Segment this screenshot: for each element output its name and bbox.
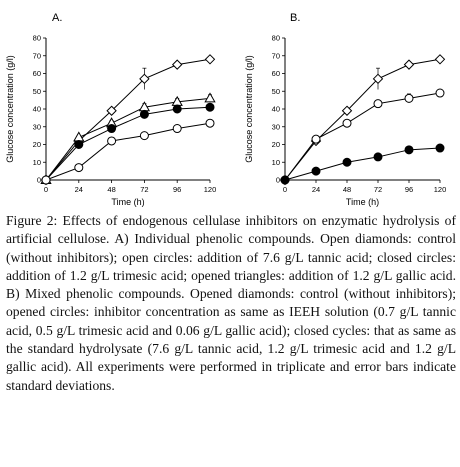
x-tick-label: 72: [140, 185, 148, 194]
data-point-open-diamond: [139, 73, 150, 85]
y-tick-label: 80: [272, 34, 280, 43]
y-tick-label: 30: [33, 122, 41, 131]
data-point-closed-circle: [74, 140, 84, 149]
x-tick-label: 72: [374, 185, 382, 194]
data-point-closed-circle: [311, 166, 321, 176]
series-line-open-circle: [284, 92, 441, 181]
x-tick-label: 96: [173, 185, 181, 194]
series-line-closed-circle: [45, 106, 211, 181]
data-point-open-diamond: [204, 54, 216, 65]
data-point-open-triangle: [204, 92, 216, 103]
series-line-open-triangle: [45, 97, 211, 181]
data-point-closed-circle: [342, 157, 352, 167]
y-tick-label: 0: [276, 176, 280, 185]
y-tick-label: 50: [33, 87, 41, 96]
x-tick-label: 48: [107, 185, 115, 194]
x-tick-label: 120: [204, 185, 217, 194]
y-axis-title: Glucose concentration (g/l): [244, 55, 254, 163]
data-point-open-circle: [107, 136, 117, 146]
data-point-open-diamond: [403, 59, 415, 70]
data-point-open-circle: [41, 175, 51, 185]
panel-b: B. 0 10 20 30 40 50 60 70 80 0 24 48 72 96 120 Time (h) G…: [244, 12, 446, 207]
series-line-open-circle: [45, 122, 211, 181]
y-tick-label: 30: [272, 122, 280, 131]
data-point-closed-circle: [280, 175, 290, 185]
data-point-closed-circle: [172, 104, 182, 114]
y-tick-label: 0: [37, 176, 41, 185]
y-tick-label: 60: [33, 69, 41, 78]
caption-label: Figure 2:: [6, 213, 58, 228]
y-axis-title: Glucose concentration (g/l): [5, 55, 15, 163]
y-tick-label: 70: [272, 51, 280, 60]
data-point-open-circle: [404, 93, 414, 103]
y-tick-label: 40: [33, 105, 41, 114]
data-point-open-triangle: [73, 131, 85, 142]
data-point-open-diamond: [341, 105, 353, 116]
x-axis-title: Time (h): [111, 197, 144, 207]
y-tick-label: 70: [33, 51, 41, 60]
data-point-open-diamond: [171, 59, 183, 70]
series-line-open-diamond: [45, 58, 211, 181]
panel-label: B.: [290, 12, 300, 24]
data-point-closed-circle: [404, 145, 414, 155]
data-point-closed-circle: [139, 109, 149, 119]
data-point-open-circle: [435, 88, 445, 98]
y-tick-label: 40: [272, 105, 280, 114]
data-point-closed-circle: [205, 102, 215, 112]
y-tick-label: 80: [33, 34, 41, 43]
y-tick-label: 20: [272, 140, 280, 149]
y-tick-label: 10: [272, 158, 280, 167]
x-tick-label: 48: [343, 185, 351, 194]
y-tick-label: 50: [272, 87, 280, 96]
x-tick-label: 0: [44, 185, 48, 194]
x-tick-label: 24: [75, 185, 83, 194]
figure-chart: A. 0 10 20 30 40 50 60 70 80 0 24 48 72 96 120 Time (h) G…: [5, 12, 446, 207]
data-point-closed-circle: [435, 143, 445, 153]
x-tick-label: 0: [283, 185, 287, 194]
data-point-open-circle: [311, 134, 321, 144]
data-point-open-circle: [205, 118, 215, 128]
caption-text: Effects of endogenous cellulase inhibito…: [6, 213, 456, 393]
data-point-open-diamond: [106, 105, 117, 116]
y-tick-label: 10: [33, 158, 41, 167]
x-axis-title: Time (h): [346, 197, 379, 207]
data-point-open-diamond: [434, 54, 446, 65]
data-point-open-circle: [74, 163, 84, 173]
data-point-open-circle: [342, 118, 352, 128]
y-tick-label: 20: [33, 140, 41, 149]
figure-caption: Figure 2: Effects of endogenous cellulas…: [6, 212, 456, 395]
data-point-open-diamond: [372, 73, 384, 85]
panel-a: A. 0 10 20 30 40 50 60 70 80 0 24 48 72 96 120 Time (h) G…: [5, 12, 216, 207]
series-line-closed-circle: [284, 147, 441, 181]
data-point-closed-circle: [107, 124, 117, 134]
data-point-open-circle: [139, 131, 149, 141]
x-tick-label: 96: [405, 185, 413, 194]
data-point-open-circle: [373, 99, 383, 109]
x-tick-label: 120: [434, 185, 447, 194]
panel-label: A.: [52, 12, 62, 24]
x-tick-label: 24: [312, 185, 320, 194]
y-tick-label: 60: [272, 69, 280, 78]
data-point-closed-circle: [373, 152, 383, 162]
series-line-open-diamond: [284, 58, 441, 181]
data-point-open-circle: [172, 124, 182, 134]
